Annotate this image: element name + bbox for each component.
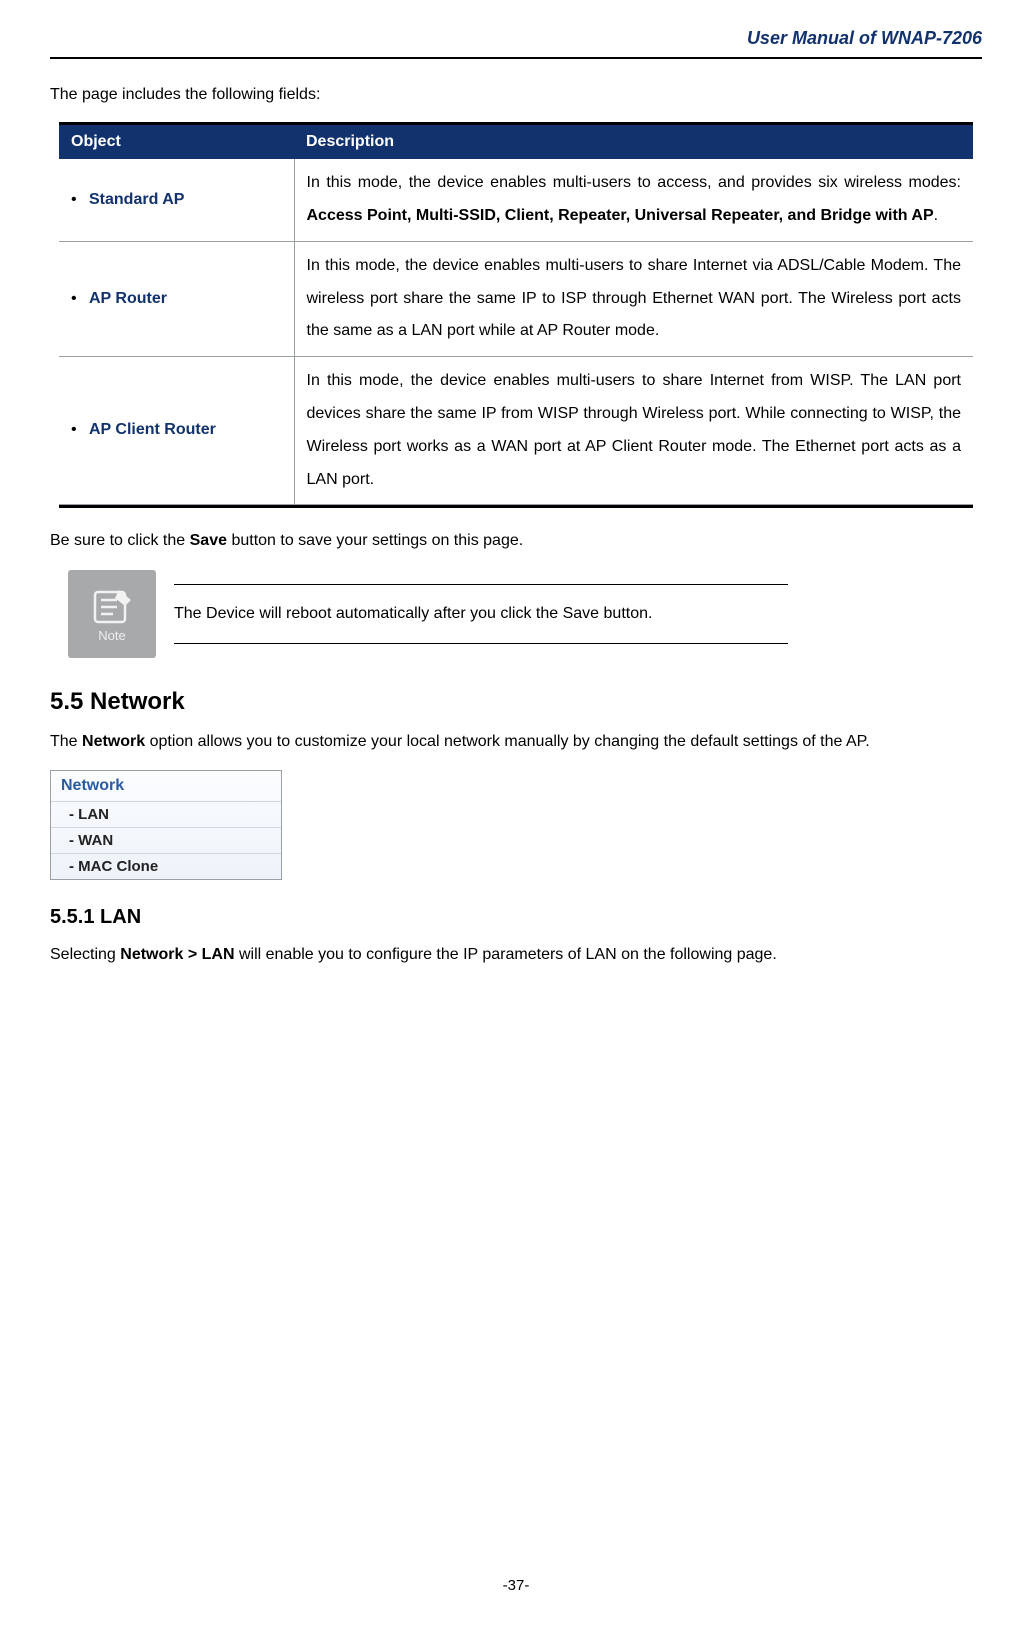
text: Selecting — [50, 946, 120, 963]
table-row: Standard AP In this mode, the device ena… — [59, 159, 973, 241]
note-bottom-rule — [174, 643, 788, 644]
nav-item-lan: - LAN — [51, 801, 281, 827]
desc-bold: Access Point, Multi-SSID, Client, Repeat… — [307, 207, 934, 224]
header-divider — [50, 57, 982, 59]
section-intro: The Network option allows you to customi… — [50, 728, 982, 755]
col-object: Object — [59, 124, 294, 160]
note-text: The Device will reboot automatically aft… — [174, 605, 788, 623]
desc-ap-router: In this mode, the device enables multi-u… — [294, 241, 973, 356]
intro-text: The page includes the following fields: — [50, 81, 982, 108]
page-header: User Manual of WNAP-7206 — [50, 0, 982, 57]
section-network: 5.5 Network — [50, 688, 982, 716]
object-ap-router: AP Router — [71, 290, 167, 307]
breadcrumb-bold: Network > LAN — [120, 946, 234, 963]
modes-table: Object Description Standard AP In this m… — [59, 122, 973, 505]
note-body: The Device will reboot automatically aft… — [174, 584, 788, 644]
object-standard-ap: Standard AP — [71, 191, 184, 208]
text: option allows you to customize your loca… — [145, 733, 870, 750]
table-bottom-rule — [59, 505, 973, 508]
table-row: AP Client Router In this mode, the devic… — [59, 357, 973, 505]
note-top-rule — [174, 584, 788, 585]
save-instruction: Be sure to click the Save button to save… — [50, 532, 982, 550]
col-description: Description — [294, 124, 973, 160]
note-glyph-icon — [89, 586, 135, 626]
subsection-lan: 5.5.1 LAN — [50, 906, 982, 929]
desc-text: In this mode, the device enables multi-u… — [307, 372, 962, 487]
save-bold: Save — [190, 532, 227, 549]
text: will enable you to configure the IP para… — [235, 946, 777, 963]
nav-item-wan: - WAN — [51, 827, 281, 853]
desc-ap-client-router: In this mode, the device enables multi-u… — [294, 357, 973, 505]
text: Be sure to click the — [50, 532, 190, 549]
subsection-text: Selecting Network > LAN will enable you … — [50, 941, 982, 968]
nav-header: Network — [51, 771, 281, 801]
page-footer: -37- — [0, 1577, 1032, 1594]
table-header-row: Object Description — [59, 124, 973, 160]
network-menu-screenshot: Network - LAN - WAN - MAC Clone — [50, 770, 282, 880]
network-bold: Network — [82, 733, 145, 750]
note-box: Note The Device will reboot automaticall… — [68, 570, 788, 658]
note-icon-label: Note — [98, 628, 125, 643]
table-row: AP Router In this mode, the device enabl… — [59, 241, 973, 356]
desc-text: . — [934, 207, 938, 224]
desc-text: In this mode, the device enables multi-u… — [307, 257, 962, 340]
note-icon: Note — [68, 570, 156, 658]
object-ap-client-router: AP Client Router — [71, 421, 216, 438]
desc-text: In this mode, the device enables multi-u… — [307, 174, 962, 191]
text: button to save your settings on this pag… — [227, 532, 523, 549]
text: The — [50, 733, 82, 750]
desc-standard-ap: In this mode, the device enables multi-u… — [294, 159, 973, 241]
nav-item-mac-clone: - MAC Clone — [51, 853, 281, 879]
